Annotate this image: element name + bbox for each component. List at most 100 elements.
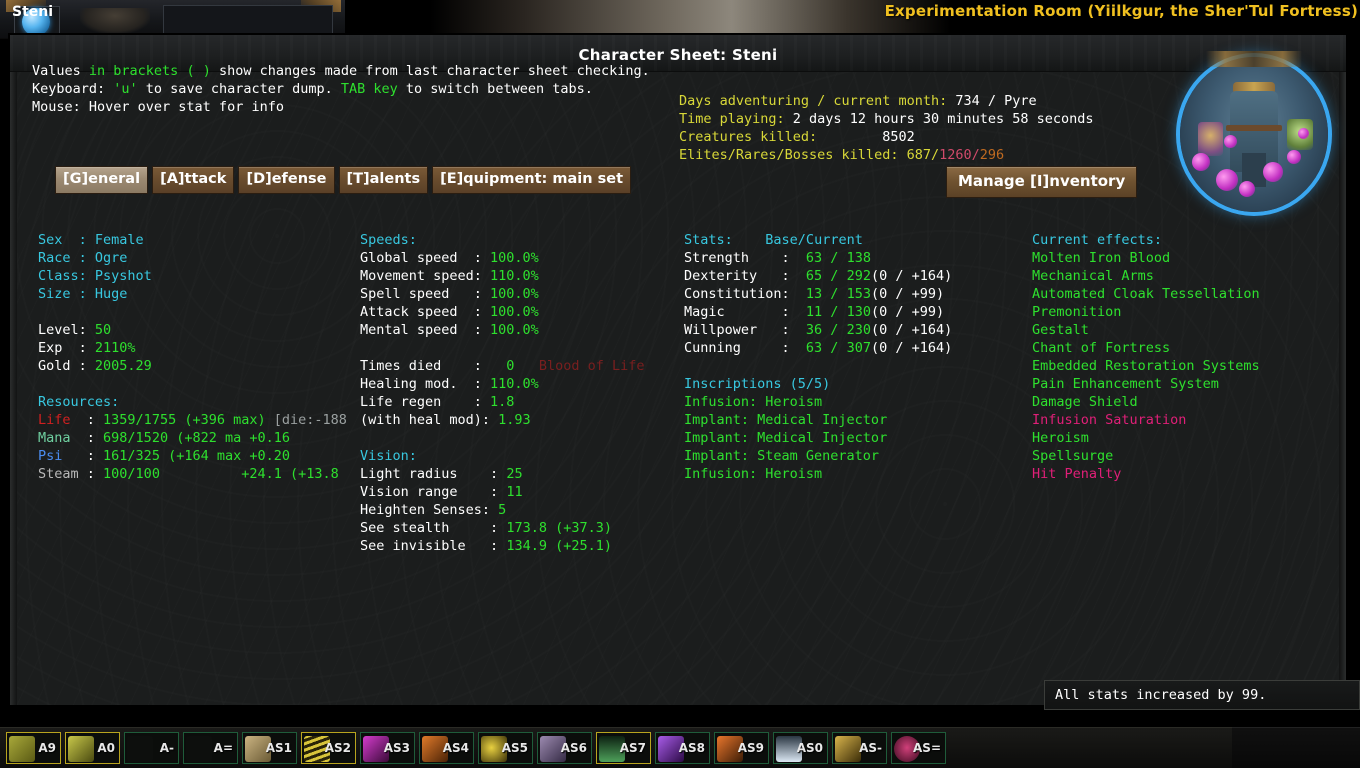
portrait-image [1180, 57, 1328, 212]
hotbar-slot-as9[interactable]: AS9 [714, 732, 769, 764]
hotbar-icon-a= [186, 736, 212, 762]
time-playing-row: Time playing: 2 days 12 hours 30 minutes… [679, 111, 1094, 127]
speed-row: Movement speed: 110.0% [360, 268, 539, 284]
hotbar-icon-as8 [658, 736, 684, 762]
hotbar-icon-as4 [422, 736, 448, 762]
speed-row: Spell speed : 100.0% [360, 286, 539, 302]
stat-row-magic[interactable]: Magic : 11 / 130(0 / +99) [684, 304, 945, 320]
hotbar-slot-a9[interactable]: A9 [6, 732, 61, 764]
elites-rares-bosses-row: Elites/Rares/Bosses killed: 687/1260/296 [679, 147, 1005, 163]
hotbar-slot-a=[interactable]: A= [183, 732, 238, 764]
speed-row: Global speed : 100.0% [360, 250, 539, 266]
adventure-summary-block: Days adventuring / current month: 734 / … [679, 92, 1094, 164]
hotbar-icon-as= [894, 736, 920, 762]
help-text-block: Values in brackets ( ) show changes made… [32, 62, 650, 116]
player-name-label: Steni [12, 4, 54, 20]
dialog-background-texture [10, 35, 1346, 705]
character-sheet-tabs: [G]eneral [A]ttack [D]efense [T]alents [… [55, 166, 632, 194]
portrait-belt [1225, 125, 1283, 132]
effect-item[interactable]: Automated Cloak Tessellation [1032, 286, 1260, 302]
effect-item[interactable]: Embedded Restoration Systems [1032, 358, 1260, 374]
inscription-item[interactable]: Implant: Medical Injector [684, 430, 888, 446]
dialog-edge-right [1339, 35, 1346, 705]
stat-row-strength[interactable]: Strength : 63 / 138 [684, 250, 871, 266]
player-nameplate: Steni [0, 0, 345, 39]
hotbar-slot-as8[interactable]: AS8 [655, 732, 710, 764]
hotbar-slot-as1[interactable]: AS1 [242, 732, 297, 764]
hotbar-icon-as0 [776, 736, 802, 762]
effect-item[interactable]: Chant of Fortress [1032, 340, 1171, 356]
portrait-helm [1233, 81, 1275, 94]
tab-attack[interactable]: [A]ttack [152, 166, 235, 194]
level-row: Level: 50 [38, 322, 112, 338]
identity-and-resources-column: Sex : Female Race : Ogre Class: Psyshot … [38, 231, 347, 483]
hotbar-slot-a-[interactable]: A- [124, 732, 179, 764]
inscription-item[interactable]: Implant: Steam Generator [684, 448, 880, 464]
effects-header: Current effects: [1032, 232, 1163, 248]
zone-name-label: Experimentation Room (Yiilkgur, the Sher… [884, 2, 1358, 20]
speed-row: Attack speed : 100.0% [360, 304, 539, 320]
manage-inventory-button[interactable]: Manage [I]nventory [946, 166, 1138, 198]
hotbar-slot-as3[interactable]: AS3 [360, 732, 415, 764]
hotbar-icon-as- [835, 736, 861, 762]
class-row: Class: Psyshot [38, 268, 152, 284]
nameplate-decoration [80, 8, 150, 34]
tab-talents[interactable]: [T]alents [338, 166, 429, 194]
effect-item[interactable]: Premonition [1032, 304, 1122, 320]
stat-row-cunning[interactable]: Cunning : 63 / 307(0 / +164) [684, 340, 953, 356]
times-died-row: Times died : 0 Blood of Life [360, 358, 645, 374]
stat-row-dexterity[interactable]: Dexterity : 65 / 292(0 / +164) [684, 268, 953, 284]
stat-row-willpower[interactable]: Willpower : 36 / 230(0 / +164) [684, 322, 953, 338]
hotbar-icon-as3 [363, 736, 389, 762]
effect-item[interactable]: Gestalt [1032, 322, 1089, 338]
speeds-and-vision-column: Speeds: Global speed : 100.0% Movement s… [360, 231, 644, 555]
effect-item[interactable]: Heroism [1032, 430, 1089, 446]
effect-item[interactable]: Infusion Saturation [1032, 412, 1187, 428]
resources-header: Resources: [38, 394, 120, 410]
hotbar-slot-as6[interactable]: AS6 [537, 732, 592, 764]
inscription-item[interactable]: Infusion: Heroism [684, 394, 823, 410]
hotbar-slot-as7[interactable]: AS7 [596, 732, 651, 764]
inscription-item[interactable]: Implant: Medical Injector [684, 412, 888, 428]
hotbar-slot-as0[interactable]: AS0 [773, 732, 828, 764]
tab-equipment[interactable]: [E]quipment: main set [432, 166, 632, 194]
life-regen-heal-mod-row: (with heal mod): 1.93 [360, 412, 531, 428]
creatures-killed-row: Creatures killed: 8502 [679, 129, 915, 145]
hotbar-slot-as=[interactable]: AS= [891, 732, 946, 764]
psi-row: Psi : 161/325 (+164 max +0.20 [38, 448, 290, 464]
stat-row-constitution[interactable]: Constitution: 13 / 153(0 / +99) [684, 286, 945, 302]
player-shield-orb-icon[interactable] [22, 8, 50, 36]
speed-row: Mental speed : 100.0% [360, 322, 539, 338]
hotbar-icon-as6 [540, 736, 566, 762]
effect-item[interactable]: Molten Iron Blood [1032, 250, 1171, 266]
hotbar-icon-as5 [481, 736, 507, 762]
tab-general[interactable]: [G]eneral [55, 166, 149, 194]
hotbar-slot-as2[interactable]: AS2 [301, 732, 356, 764]
sex-row: Sex : Female [38, 232, 144, 248]
portrait-frame-ornament [1206, 51, 1302, 67]
effect-item[interactable]: Hit Penalty [1032, 466, 1122, 482]
hotbar-slot-as-[interactable]: AS- [832, 732, 887, 764]
inscriptions-header: Inscriptions (5/5) [684, 376, 831, 392]
vision-row: See invisible : 134.9 (+25.1) [360, 538, 612, 554]
help-line-2: Keyboard: 'u' to save character dump. TA… [32, 81, 593, 97]
effect-item[interactable]: Mechanical Arms [1032, 268, 1154, 284]
healing-mod-row: Healing mod. : 110.0% [360, 376, 539, 392]
message-log-box[interactable]: All stats increased by 99. [1044, 680, 1360, 710]
days-adventuring-row: Days adventuring / current month: 734 / … [679, 93, 1037, 109]
tab-defense[interactable]: [D]efense [238, 166, 335, 194]
message-log-text: All stats increased by 99. [1055, 687, 1267, 703]
effect-item[interactable]: Pain Enhancement System [1032, 376, 1219, 392]
inscription-item[interactable]: Infusion: Heroism [684, 466, 823, 482]
effect-item[interactable]: Damage Shield [1032, 394, 1138, 410]
portrait-particle [1298, 128, 1310, 140]
hotbar-icon-as9 [717, 736, 743, 762]
hotbar-slot-as5[interactable]: AS5 [478, 732, 533, 764]
hotbar-slot-as4[interactable]: AS4 [419, 732, 474, 764]
character-portrait[interactable] [1180, 51, 1328, 212]
stats-header-row: Stats: Base/Current [684, 232, 863, 248]
hotbar-slot-a0[interactable]: A0 [65, 732, 120, 764]
hotbar-icon-as2 [304, 736, 330, 762]
effect-item[interactable]: Spellsurge [1032, 448, 1114, 464]
exp-row: Exp : 2110% [38, 340, 136, 356]
